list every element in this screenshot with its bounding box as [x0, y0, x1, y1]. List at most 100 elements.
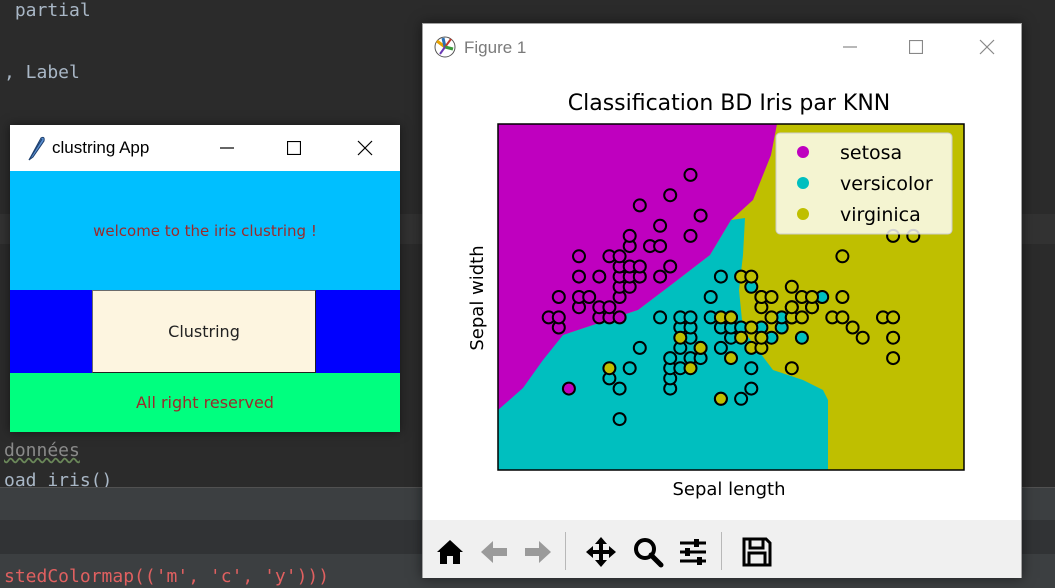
- point-virginica: [744, 269, 759, 284]
- point-setosa: [592, 269, 607, 284]
- figure-titlebar[interactable]: Figure 1: [423, 24, 1021, 70]
- legend-marker-virginica: [797, 208, 809, 220]
- pan-button[interactable]: [580, 531, 622, 573]
- code-line: oad_iris(): [4, 470, 113, 491]
- minimize-button[interactable]: [827, 24, 873, 70]
- point-setosa: [622, 228, 637, 243]
- forward-button[interactable]: [517, 531, 559, 573]
- forward-icon: [525, 541, 551, 563]
- legend: setosa versicolor virginica: [775, 132, 953, 235]
- point-setosa: [551, 310, 566, 325]
- point-setosa: [582, 290, 597, 304]
- region-versicolor: [498, 218, 828, 470]
- figure-window: Figure 1 Classification BD Iris par KNN …: [422, 23, 1022, 578]
- maximize-button[interactable]: [893, 24, 939, 70]
- point-virginica: [784, 279, 799, 294]
- code-line: stedColormap(('m', 'c', 'y'))): [4, 566, 330, 587]
- point-virginica: [744, 320, 759, 335]
- matplotlib-icon: [434, 36, 456, 58]
- point-virginica: [835, 310, 850, 325]
- minimize-icon: [220, 147, 234, 149]
- point-versicolor: [653, 310, 668, 325]
- point-virginica: [805, 290, 819, 304]
- tk-app-window: clustring App welcome to the iris clustr…: [10, 125, 400, 432]
- point-versicolor: [632, 340, 647, 355]
- point-virginica: [683, 361, 698, 376]
- point-virginica: [835, 290, 850, 304]
- point-versicolor: [622, 361, 637, 376]
- point-virginica: [754, 330, 769, 345]
- point-setosa: [653, 269, 668, 284]
- configure-subplots-button[interactable]: [672, 531, 714, 573]
- point-virginica: [602, 361, 617, 376]
- back-button[interactable]: [473, 531, 515, 573]
- save-button[interactable]: [736, 531, 778, 573]
- point-setosa: [551, 290, 566, 304]
- point-versicolor: [794, 330, 809, 345]
- legend-box: [775, 132, 953, 235]
- toolbar-separator: [721, 532, 722, 570]
- back-icon: [481, 541, 507, 563]
- point-virginica: [855, 330, 870, 345]
- point-virginica: [693, 340, 708, 355]
- tk-titlebar[interactable]: clustring App: [10, 125, 400, 171]
- point-virginica: [886, 310, 901, 325]
- point-virginica: [673, 330, 688, 345]
- chart-title: Classification BD Iris par KNN: [568, 91, 891, 116]
- zoom-button[interactable]: [627, 531, 669, 573]
- point-setosa: [693, 208, 708, 223]
- decision-regions: [498, 124, 964, 470]
- legend-label-setosa: setosa: [840, 142, 902, 164]
- footer-label: All right reserved: [10, 373, 400, 432]
- legend-label-virginica: virginica: [840, 204, 921, 226]
- point-setosa: [653, 218, 668, 233]
- point-virginica: [886, 330, 901, 345]
- point-versicolor: [683, 310, 698, 325]
- configure-subplots-icon: [680, 539, 706, 565]
- minimize-icon: [843, 46, 857, 48]
- code-line: partial: [4, 0, 91, 21]
- toolbar-separator: [565, 532, 566, 570]
- window-title: clustring App: [52, 138, 150, 157]
- point-versicolor: [612, 412, 627, 427]
- point-setosa: [632, 259, 647, 274]
- home-button[interactable]: [429, 531, 471, 573]
- plot-frame: [497, 123, 965, 471]
- zoom-icon: [634, 538, 664, 568]
- point-virginica: [724, 351, 738, 366]
- point-setosa: [632, 198, 647, 213]
- point-versicolor: [713, 340, 728, 355]
- maximize-icon: [909, 40, 923, 54]
- point-setosa: [683, 228, 698, 243]
- knn-scatter-chart[interactable]: Classification BD Iris par KNN Sepal len…: [423, 70, 1021, 520]
- save-icon: [742, 537, 772, 567]
- point-setosa: [683, 167, 698, 182]
- navigation-toolbar: [423, 520, 1021, 578]
- y-axis-label: Sepal width: [467, 245, 488, 350]
- minimize-button[interactable]: [204, 125, 250, 171]
- maximize-button[interactable]: [271, 125, 317, 171]
- point-setosa: [653, 239, 668, 254]
- code-line: données: [4, 440, 80, 461]
- close-icon: [979, 39, 995, 55]
- close-button[interactable]: [342, 125, 388, 171]
- code-line: , Label: [4, 62, 80, 83]
- point-setosa: [572, 249, 586, 264]
- point-setosa: [663, 259, 678, 274]
- point-setosa: [663, 188, 678, 203]
- point-versicolor: [713, 269, 728, 284]
- point-virginica: [764, 310, 779, 325]
- point-virginica: [784, 300, 799, 315]
- point-versicolor: [612, 381, 627, 396]
- point-versicolor: [744, 361, 759, 376]
- point-setosa: [572, 269, 586, 284]
- close-button[interactable]: [964, 24, 1010, 70]
- clustring-button[interactable]: Clustring: [92, 290, 316, 373]
- close-icon: [357, 140, 373, 156]
- point-versicolor: [663, 351, 678, 366]
- point-virginica: [886, 351, 901, 366]
- point-setosa: [612, 249, 627, 264]
- point-virginica: [734, 330, 749, 345]
- point-virginica: [835, 249, 850, 264]
- point-virginica: [784, 361, 799, 376]
